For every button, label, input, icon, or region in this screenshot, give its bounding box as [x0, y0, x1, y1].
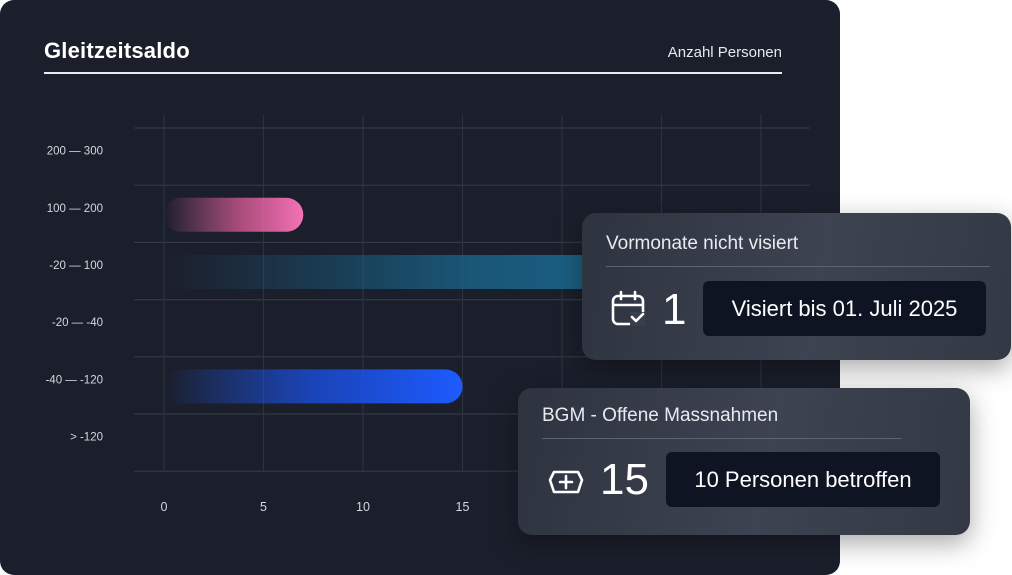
chart-grid [134, 115, 810, 472]
medical-case-icon [548, 464, 584, 501]
y-tick-label: -40 — -120 [45, 374, 103, 386]
calendar-check-icon [610, 290, 646, 333]
card-title: Gleitzeitsaldo [44, 38, 190, 63]
x-tick-label: 5 [260, 500, 267, 514]
y-tick-label: 100 — 200 [47, 203, 103, 215]
card-subtitle: Anzahl Personen [667, 44, 782, 61]
y-tick-label: 200 — 300 [47, 146, 103, 158]
x-tick-label: 0 [161, 500, 168, 514]
popup-status-chip: Visiert bis 01. Juli 2025 [703, 281, 986, 336]
popup-vormonate: Vormonate nicht visiert 1 Visiert bis 01… [582, 213, 1011, 360]
popup-bgm: BGM - Offene Massnahmen 15 10 Personen b… [518, 388, 970, 535]
y-tick-label: -20 — -40 [52, 317, 103, 329]
popup-divider [542, 438, 902, 439]
popup-count: 1 [662, 285, 687, 334]
popup-title: Vormonate nicht visiert [606, 233, 799, 254]
y-tick-label: -20 — 100 [49, 260, 103, 272]
x-tick-label: 15 [456, 500, 470, 514]
y-tick-label: > -120 [70, 432, 103, 444]
popup-divider [606, 266, 990, 267]
popup-status-chip: 10 Personen betroffen [666, 452, 940, 507]
popup-title: BGM - Offene Massnahmen [542, 405, 779, 426]
popup-count: 15 [600, 455, 649, 504]
x-tick-label: 10 [356, 500, 370, 514]
bar [164, 369, 463, 404]
chart-labels: 200 — 300 100 — 200 -20 — 100 -20 — -40 -40 … [45, 146, 469, 514]
bar [164, 197, 304, 232]
title-divider [44, 72, 782, 74]
